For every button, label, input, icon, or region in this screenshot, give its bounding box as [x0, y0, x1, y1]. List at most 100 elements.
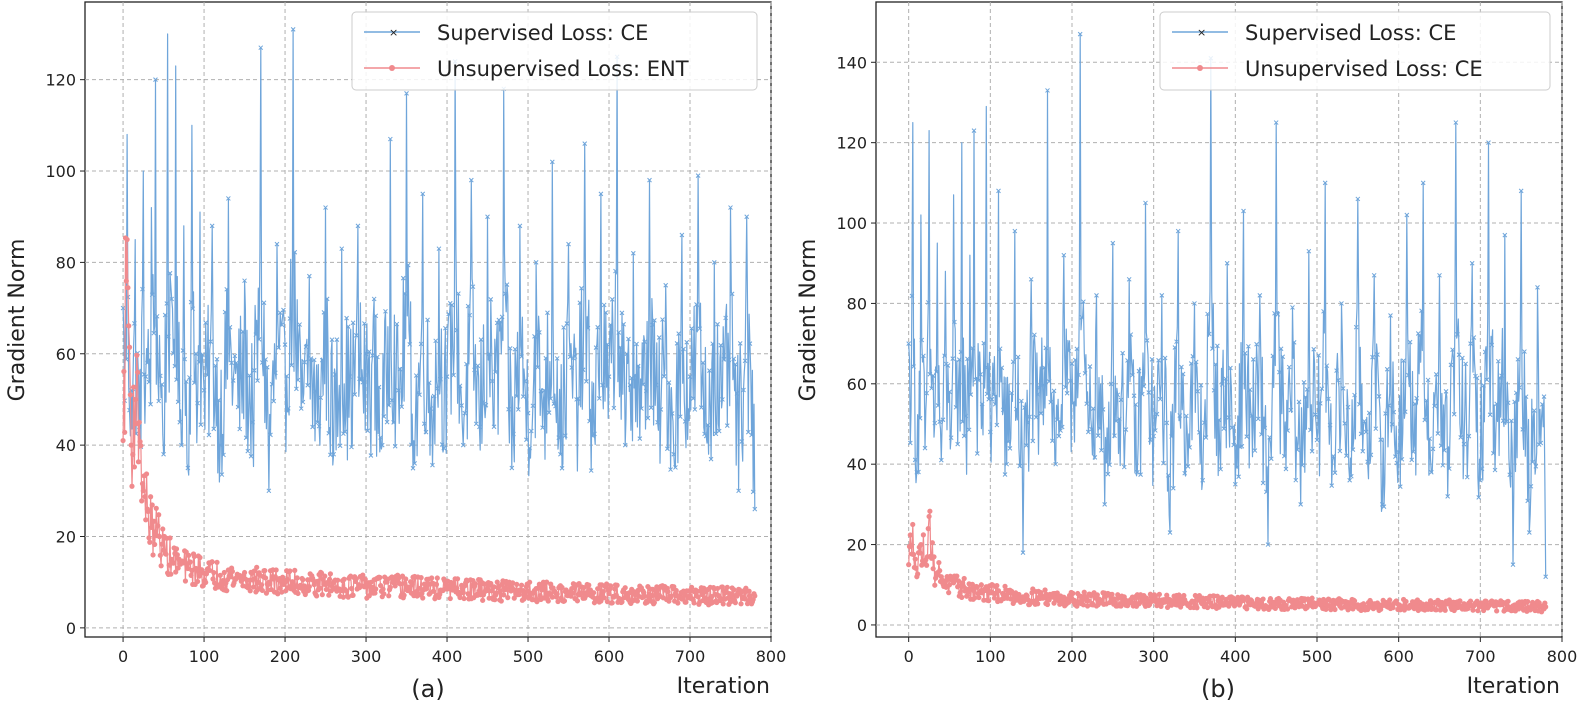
data-point	[1004, 461, 1010, 467]
data-point	[303, 344, 309, 350]
data-point	[126, 344, 133, 350]
data-point	[648, 405, 654, 411]
data-point	[1505, 400, 1511, 406]
data-point	[1492, 467, 1498, 473]
data-point	[196, 359, 202, 365]
data-point	[1352, 392, 1357, 398]
data-point	[606, 591, 612, 597]
data-point	[397, 366, 403, 372]
data-point	[1020, 550, 1026, 555]
data-point	[121, 368, 127, 375]
data-point	[512, 346, 518, 352]
data-point	[1422, 417, 1428, 423]
data-point	[156, 512, 162, 518]
data-point	[417, 392, 422, 398]
data-point	[724, 584, 730, 590]
data-point	[188, 572, 194, 578]
data-point	[130, 384, 137, 390]
data-point	[261, 300, 267, 306]
data-point	[553, 403, 558, 409]
data-point	[564, 321, 570, 326]
data-point	[203, 571, 210, 577]
data-point	[546, 410, 552, 415]
data-point	[1112, 433, 1117, 439]
data-point	[608, 583, 614, 589]
data-point	[1304, 387, 1310, 392]
data-point	[493, 590, 500, 596]
data-point	[515, 407, 521, 412]
data-point	[1541, 394, 1547, 400]
data-point	[1023, 442, 1029, 448]
data-point	[317, 585, 323, 591]
data-point	[334, 337, 340, 342]
data-point	[543, 355, 549, 361]
data-point	[960, 419, 965, 425]
data-point	[275, 591, 281, 597]
data-point	[211, 426, 217, 432]
data-point	[1295, 447, 1300, 453]
data-point	[1528, 483, 1534, 489]
data-point	[370, 353, 375, 358]
data-point	[1438, 443, 1444, 449]
data-point	[316, 423, 322, 429]
data-point	[348, 585, 355, 592]
data-point	[1469, 260, 1475, 266]
data-point	[695, 173, 701, 178]
data-point	[169, 296, 175, 302]
data-point	[1146, 390, 1152, 395]
data-point	[1032, 332, 1037, 338]
data-point	[429, 575, 435, 581]
data-point	[1231, 442, 1237, 448]
data-point	[1252, 448, 1258, 453]
data-point	[157, 552, 163, 558]
data-point	[952, 319, 957, 325]
data-point	[1123, 427, 1129, 432]
data-point	[1157, 396, 1163, 402]
data-point	[1082, 370, 1088, 376]
data-point	[1292, 605, 1298, 611]
data-point	[530, 403, 536, 409]
data-point	[1540, 402, 1545, 407]
data-point	[622, 442, 628, 448]
data-point	[1505, 598, 1511, 604]
data-point	[379, 442, 385, 448]
data-point	[251, 368, 257, 373]
x-tick-label: 600	[594, 647, 625, 666]
data-point	[994, 582, 1000, 589]
legend-label-unsupervised-b: Unsupervised Loss: CE	[1245, 57, 1483, 81]
data-point	[1281, 453, 1287, 459]
data-point	[389, 397, 395, 403]
data-point	[1218, 466, 1223, 472]
data-point	[1262, 425, 1268, 431]
x-tick-label: 200	[1057, 647, 1088, 666]
data-point	[1388, 313, 1393, 318]
data-point	[120, 305, 126, 311]
data-point	[216, 397, 221, 403]
data-point	[714, 585, 721, 592]
data-point	[1210, 346, 1215, 351]
data-point	[514, 581, 520, 587]
data-point	[1206, 331, 1212, 337]
data-point	[1288, 407, 1294, 413]
data-point	[1355, 196, 1361, 202]
legend-label-supervised-b: Supervised Loss: CE	[1245, 21, 1456, 45]
data-point	[337, 443, 343, 449]
data-point	[381, 591, 387, 597]
data-point	[1177, 413, 1183, 418]
data-point	[925, 526, 931, 532]
data-point	[1121, 464, 1127, 470]
data-point	[1107, 462, 1112, 468]
data-point	[1308, 427, 1313, 433]
data-point	[1130, 372, 1135, 378]
data-point	[619, 310, 625, 316]
data-point	[135, 369, 141, 375]
data-point	[983, 365, 988, 370]
data-point	[1250, 357, 1256, 362]
data-point	[1193, 359, 1199, 365]
data-point	[488, 580, 494, 587]
data-point	[1404, 212, 1410, 218]
data-point	[159, 382, 165, 387]
data-point	[342, 429, 348, 435]
data-point	[207, 567, 213, 574]
data-point	[1376, 393, 1382, 399]
